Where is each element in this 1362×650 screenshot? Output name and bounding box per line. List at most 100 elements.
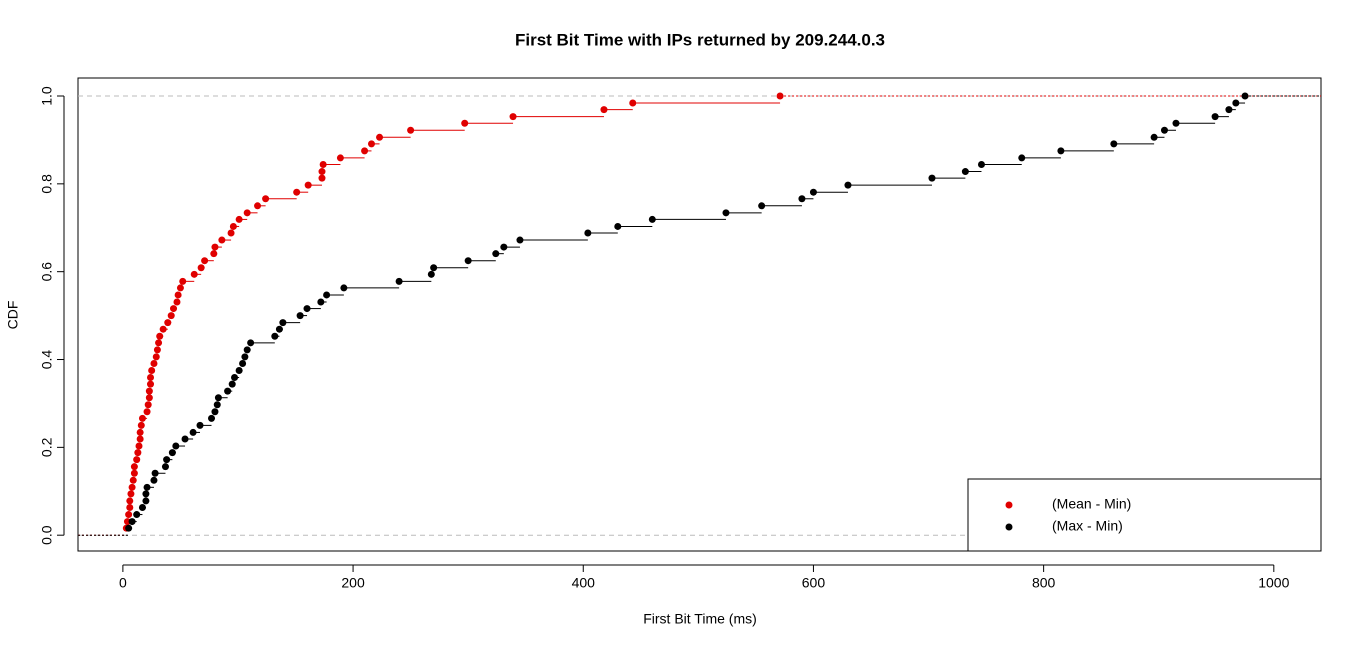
plot-frame	[77, 77, 1322, 552]
ecdf-point	[208, 414, 216, 422]
ecdf-point	[430, 264, 438, 272]
ecdf-point	[600, 106, 608, 114]
ecdf-point	[213, 401, 221, 409]
ecdf-point	[138, 414, 146, 422]
ecdf-point	[156, 332, 164, 340]
ecdf-point	[243, 209, 251, 217]
ecdf-point	[210, 250, 218, 258]
ecdf-point	[1018, 154, 1026, 162]
ecdf-point	[155, 339, 163, 347]
ecdf-point	[168, 449, 176, 457]
x-tick-label: 600	[802, 575, 826, 591]
y-tick-label: 0.0	[39, 525, 55, 545]
legend-label: (Mean - Min)	[1052, 496, 1131, 512]
ecdf-point	[340, 284, 348, 292]
ecdf-point	[303, 305, 311, 313]
ecdf-point	[318, 174, 326, 182]
ecdf-point	[323, 291, 331, 299]
ecdf-point	[197, 264, 205, 272]
ecdf-point	[235, 215, 243, 223]
ecdf-point	[214, 394, 222, 402]
ecdf-point	[271, 332, 279, 340]
ecdf-point	[1211, 113, 1219, 121]
x-tick-label: 400	[572, 575, 596, 591]
ecdf-point	[1232, 99, 1240, 107]
ecdf-point	[150, 476, 158, 484]
ecdf-point	[977, 161, 985, 169]
ecdf-point	[361, 147, 369, 155]
ecdf-point	[304, 181, 312, 189]
ecdf-point	[516, 236, 524, 244]
ecdf-point	[376, 133, 384, 141]
ecdf-point	[1150, 133, 1158, 141]
ecdf-point	[928, 174, 936, 182]
ecdf-point	[336, 154, 344, 162]
ecdf-point	[142, 490, 150, 498]
ecdf-point	[174, 291, 182, 299]
ecdf-point	[134, 449, 142, 457]
ecdf-point	[293, 188, 301, 196]
y-tick-label: 0.6	[39, 262, 55, 282]
ecdf-point	[228, 380, 236, 388]
ecdf-point	[464, 257, 472, 265]
ecdf-point	[1160, 126, 1168, 134]
ecdf-point	[147, 374, 155, 382]
ecdf-point	[151, 469, 159, 477]
ecdf-point	[243, 346, 251, 354]
ecdf-point	[407, 126, 415, 134]
ecdf-point	[128, 518, 136, 526]
ecdf-point	[296, 312, 304, 320]
ecdf-point	[172, 442, 180, 450]
ecdf-point	[247, 339, 255, 347]
x-tick-label: 200	[341, 575, 365, 591]
ecdf-point	[758, 202, 766, 210]
ecdf-point	[153, 346, 161, 354]
y-tick-label: 0.4	[39, 350, 55, 370]
ecdf-point	[798, 195, 806, 203]
legend-marker	[1005, 523, 1013, 531]
ecdf-point	[961, 168, 969, 176]
ecdf-point	[584, 229, 592, 237]
ecdf-point	[509, 113, 517, 121]
ecdf-point	[722, 209, 730, 217]
ecdf-point	[176, 284, 184, 292]
ecdf-point	[143, 483, 151, 491]
ecdf-point	[125, 524, 133, 532]
ecdf-point	[319, 161, 327, 169]
ecdf-point	[648, 215, 656, 223]
ecdf-point	[318, 168, 326, 176]
ecdf-point	[126, 497, 134, 505]
ecdf-point	[1110, 140, 1118, 148]
ecdf-point	[231, 374, 239, 382]
ecdf-point	[133, 456, 141, 464]
ecdf-point	[126, 504, 134, 512]
ecdf-point	[190, 270, 198, 278]
ecdf-point	[254, 202, 262, 210]
ecdf-point	[224, 387, 232, 395]
ecdf-point	[181, 435, 189, 443]
ecdf-point	[235, 366, 243, 374]
y-tick-label: 0.2	[39, 437, 55, 457]
ecdf-point	[614, 222, 622, 230]
ecdf-point	[262, 195, 270, 203]
ecdf-point	[196, 421, 204, 429]
ecdf-point	[1172, 119, 1180, 127]
ecdf-point	[129, 476, 137, 484]
ecdf-point	[125, 511, 133, 519]
ecdf-point	[150, 359, 158, 367]
ecdf-point	[279, 319, 287, 327]
ecdf-point	[173, 298, 181, 306]
ecdf-point	[395, 277, 403, 285]
ecdf-point	[211, 243, 219, 251]
ecdf-point	[227, 229, 235, 237]
ecdf-point	[145, 394, 153, 402]
ecdf-point	[148, 366, 156, 374]
ecdf-point	[159, 325, 167, 333]
ecdf-point	[844, 181, 852, 189]
ecdf-point	[137, 421, 145, 429]
ecdf-point	[317, 298, 325, 306]
ecdf-point	[492, 250, 500, 258]
ecdf-point	[179, 277, 187, 285]
x-tick-label: 1000	[1258, 575, 1289, 591]
